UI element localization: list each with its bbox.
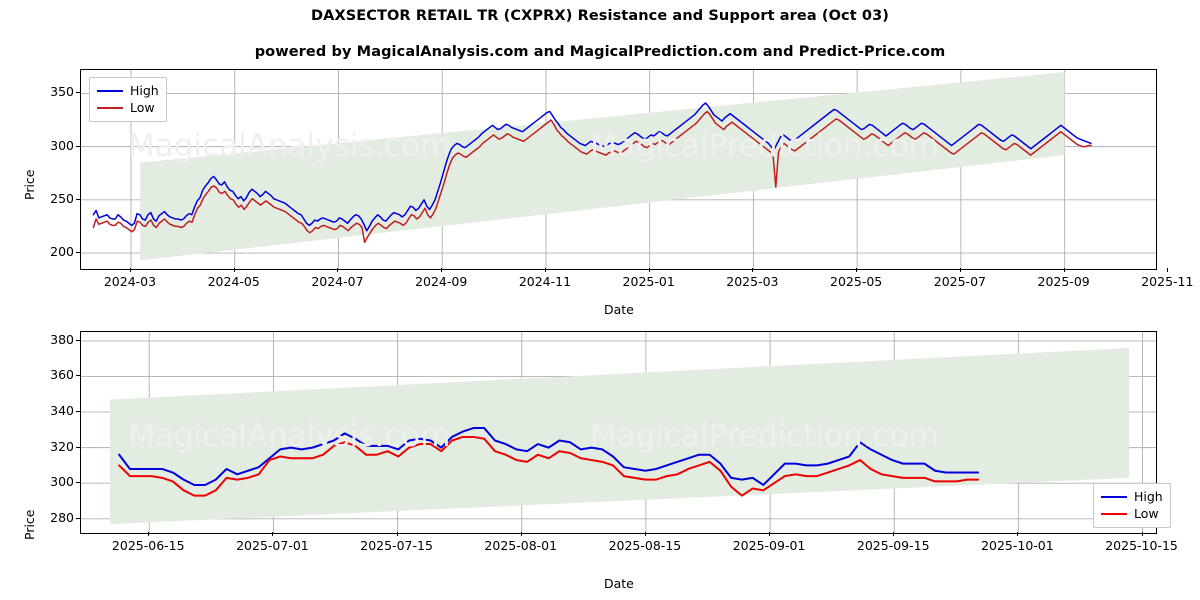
page-subtitle: powered by MagicalAnalysis.com and Magic…: [254, 44, 946, 60]
x-tick-mark: [272, 532, 274, 536]
y-tick-mark: [76, 92, 80, 94]
x-tick-mark: [1063, 268, 1065, 272]
legend-label-high: High: [1134, 488, 1163, 504]
bottom-chart-canvas: [81, 332, 1156, 533]
x-tick-mark: [893, 532, 895, 536]
x-tick-mark: [544, 268, 546, 272]
x-tick-label: 2025-07-01: [236, 538, 309, 553]
x-tick-label: 2025-05: [830, 274, 883, 289]
legend-entry-low[interactable]: Low: [1101, 505, 1163, 522]
legend-label-low: Low: [1134, 505, 1159, 521]
y-tick-mark: [76, 411, 80, 413]
series-low: [92, 110, 1092, 244]
y-tick-label: 350: [50, 84, 74, 100]
y-tick-label: 200: [50, 244, 74, 260]
y-tick-mark: [76, 339, 80, 341]
top-chart-plot-area: [80, 69, 1157, 270]
x-tick-label: 2024-07: [311, 274, 364, 289]
y-tick-mark: [76, 145, 80, 147]
legend-label-high: High: [130, 82, 159, 98]
x-tick-mark: [959, 268, 961, 272]
y-tick-label: 340: [50, 403, 74, 419]
resistance-support-band: [110, 348, 1130, 525]
y-tick-mark: [76, 252, 80, 254]
series-high: [118, 427, 980, 486]
x-tick-mark: [769, 532, 771, 536]
x-tick-mark: [1141, 532, 1143, 536]
x-tick-label: 2025-11: [1141, 274, 1194, 289]
x-tick-label: 2025-03: [726, 274, 779, 289]
x-tick-label: 2025-09-15: [856, 538, 930, 553]
bottom-chart-legend[interactable]: High Low: [1093, 483, 1171, 528]
top-chart-x-axis-label: Date: [604, 302, 634, 317]
y-tick-mark: [76, 446, 80, 448]
x-tick-label: 2025-07-15: [360, 538, 433, 553]
legend-entry-high[interactable]: High: [97, 82, 159, 99]
y-tick-label: 250: [50, 190, 74, 206]
x-tick-label: 2025-08-15: [608, 538, 682, 553]
x-tick-label: 2025-10-15: [1105, 538, 1178, 553]
x-tick-label: 2025-10-01: [981, 538, 1054, 553]
y-tick-label: 280: [50, 509, 74, 525]
x-tick-mark: [644, 532, 646, 536]
x-tick-label: 2024-03: [103, 274, 157, 289]
legend-swatch-low: [1101, 512, 1127, 515]
x-tick-mark: [233, 268, 235, 272]
x-tick-mark: [648, 268, 650, 272]
x-tick-mark: [337, 268, 339, 272]
x-tick-label: 2025-06-15: [111, 538, 185, 553]
x-tick-mark: [148, 532, 150, 536]
x-tick-label: 2025-01: [622, 274, 675, 289]
x-tick-mark: [520, 532, 522, 536]
bottom-chart-x-axis-label: Date: [604, 576, 634, 591]
x-tick-mark: [752, 268, 754, 272]
y-tick-mark: [76, 482, 80, 484]
y-tick-label: 320: [50, 438, 74, 454]
legend-swatch-high: [97, 89, 123, 92]
series-low: [118, 435, 980, 497]
legend-label-low: Low: [130, 99, 155, 115]
y-tick-label: 380: [50, 331, 74, 347]
y-tick-label: 300: [50, 137, 74, 153]
legend-swatch-high: [1101, 495, 1127, 498]
x-tick-mark: [1017, 532, 1019, 536]
legend-entry-high[interactable]: High: [1101, 488, 1163, 505]
bottom-chart-panel: Price Date 280 300 320 340 360 380 2025-06-15…: [0, 320, 1200, 600]
bottom-chart-plot-area: [80, 331, 1157, 534]
resistance-support-band: [140, 72, 1065, 261]
series-high: [92, 102, 1092, 232]
x-tick-mark: [441, 268, 443, 272]
x-tick-mark: [129, 268, 131, 272]
page-title: DAXSECTOR RETAIL TR (CXPRX) Resistance a…: [310, 8, 890, 24]
top-chart-panel: Price Date 200 250 300 350 2024-03 2024-05 20…: [22, 69, 1194, 317]
legend-entry-low[interactable]: Low: [97, 99, 159, 116]
x-tick-label: 2024-11: [518, 274, 572, 289]
x-tick-label: 2025-09-01: [732, 538, 806, 553]
x-tick-label: 2025-07: [933, 274, 986, 289]
y-tick-label: 300: [50, 474, 74, 490]
y-tick-label: 360: [50, 367, 74, 383]
top-chart-canvas: [81, 70, 1156, 269]
x-tick-label: 2024-05: [207, 274, 260, 289]
x-tick-mark: [1167, 268, 1169, 272]
y-tick-mark: [76, 375, 80, 377]
x-tick-mark: [396, 532, 398, 536]
x-tick-label: 2025-08-01: [484, 538, 558, 553]
x-tick-mark: [856, 268, 858, 272]
x-tick-label: 2024-09: [415, 274, 468, 289]
top-chart-legend[interactable]: High Low: [89, 77, 167, 122]
y-tick-mark: [76, 517, 80, 519]
x-tick-label: 2025-09: [1037, 274, 1090, 289]
legend-swatch-low: [97, 106, 123, 109]
y-tick-mark: [76, 198, 80, 200]
